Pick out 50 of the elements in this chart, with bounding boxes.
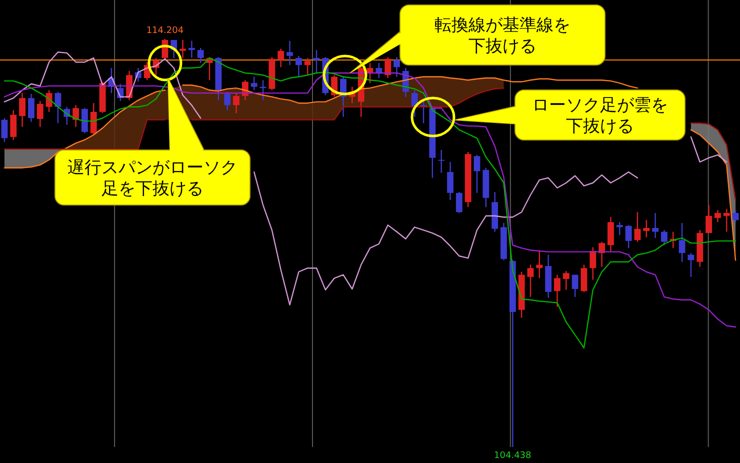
candlestick xyxy=(474,154,480,194)
annotation: ローソク足が雲を下抜ける xyxy=(532,96,668,136)
candlestick xyxy=(376,62,382,79)
candlestick xyxy=(278,48,284,68)
candlestick xyxy=(706,204,712,234)
candlestick xyxy=(562,270,570,290)
candlestick xyxy=(188,40,195,59)
candlestick xyxy=(28,93,34,122)
candlestick xyxy=(394,56,400,78)
candlestick xyxy=(572,274,578,298)
candlestick xyxy=(652,212,659,239)
annotation: 遅行スパンがローソク足を下抜ける xyxy=(68,158,238,199)
candlestick xyxy=(233,92,240,114)
candlestick xyxy=(304,57,311,76)
candlestick xyxy=(590,246,596,280)
candlestick xyxy=(36,100,44,128)
candlestick xyxy=(90,102,97,136)
candlestick xyxy=(554,274,560,308)
candlestick xyxy=(250,76,258,91)
candlestick xyxy=(643,219,650,238)
candlestick xyxy=(286,40,293,66)
candlestick xyxy=(10,110,17,140)
candlestick xyxy=(536,250,543,279)
candlestick xyxy=(616,222,623,236)
candlestick xyxy=(608,216,614,252)
candlestick xyxy=(661,229,668,246)
candlestick xyxy=(54,91,62,124)
candlestick xyxy=(197,47,204,64)
annotation: 転換線が基準線を下抜ける xyxy=(434,16,570,56)
annotation: 114.204 xyxy=(146,26,184,36)
candlestick xyxy=(723,208,730,232)
candlestick xyxy=(180,39,186,59)
candlestick xyxy=(580,264,588,293)
candlestick xyxy=(384,56,392,79)
candlestick xyxy=(72,104,79,128)
candlestick xyxy=(688,252,694,278)
candlestick xyxy=(224,91,231,111)
candlestick xyxy=(678,222,686,262)
text: 104.438 xyxy=(494,451,532,461)
candlestick xyxy=(1,118,8,143)
candlestick xyxy=(714,209,721,223)
candlestick xyxy=(447,161,454,201)
candlestick xyxy=(295,55,302,78)
candlestick xyxy=(732,209,739,223)
candlestick xyxy=(625,224,632,249)
candlestick xyxy=(19,92,26,128)
candlestick xyxy=(527,264,534,298)
candlestick xyxy=(634,212,641,242)
candlestick xyxy=(456,191,462,214)
candlestick xyxy=(81,108,88,134)
